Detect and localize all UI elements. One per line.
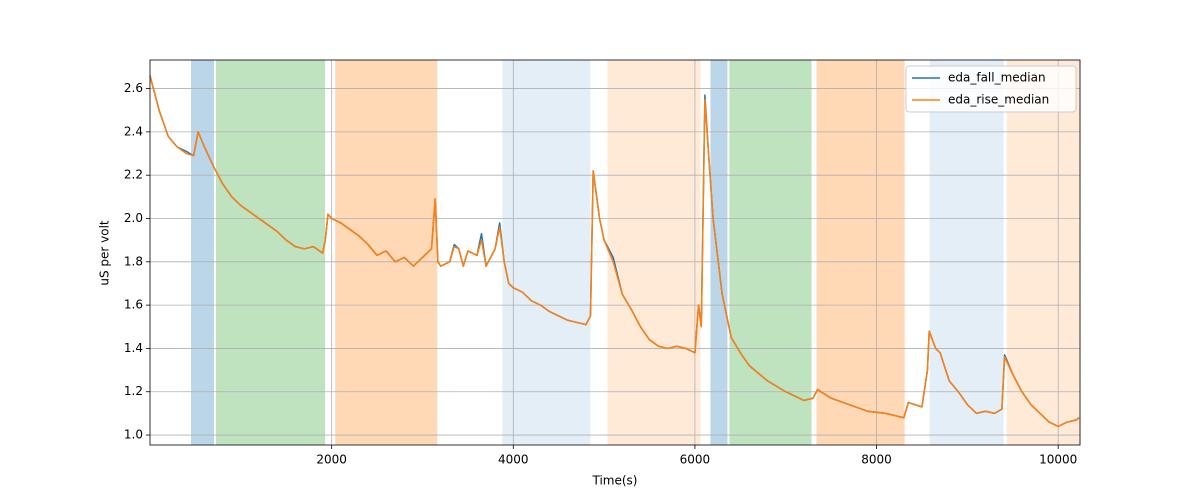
- y-tick-label: 1.4: [124, 341, 143, 355]
- shaded-span: [710, 60, 728, 445]
- x-tick-label: 2000: [316, 453, 347, 467]
- y-tick-label: 2.4: [124, 124, 143, 138]
- shaded-span: [929, 60, 1004, 445]
- shaded-span: [816, 60, 905, 445]
- x-tick-label: 10000: [1039, 453, 1077, 467]
- x-tick-label: 8000: [861, 453, 892, 467]
- legend-box: [905, 65, 1077, 113]
- y-tick-label: 2.0: [124, 211, 143, 225]
- plot-frame: [149, 59, 1081, 446]
- shaded-span: [216, 60, 326, 445]
- legend-label: eda_fall_median: [948, 71, 1046, 85]
- shaded-span: [607, 60, 701, 445]
- y-tick-label: 1.8: [124, 254, 143, 268]
- x-axis-label: Time(s): [592, 474, 638, 488]
- y-tick-label: 1.0: [124, 428, 143, 442]
- x-tick-label: 6000: [680, 453, 711, 467]
- y-tick-label: 1.2: [124, 384, 143, 398]
- x-tick-label: 4000: [498, 453, 529, 467]
- y-tick-label: 1.6: [124, 298, 143, 312]
- legend-label: eda_rise_median: [948, 93, 1049, 107]
- shaded-span: [335, 60, 438, 445]
- series-line: [149, 75, 1080, 428]
- y-tick-label: 2.6: [124, 81, 143, 95]
- shaded-span: [502, 60, 591, 445]
- shaded-span: [1006, 60, 1081, 445]
- shaded-span: [191, 60, 215, 445]
- y-tick-label: 2.2: [124, 168, 143, 182]
- shaded-span: [729, 60, 812, 445]
- y-axis-label: uS per volt: [98, 220, 112, 286]
